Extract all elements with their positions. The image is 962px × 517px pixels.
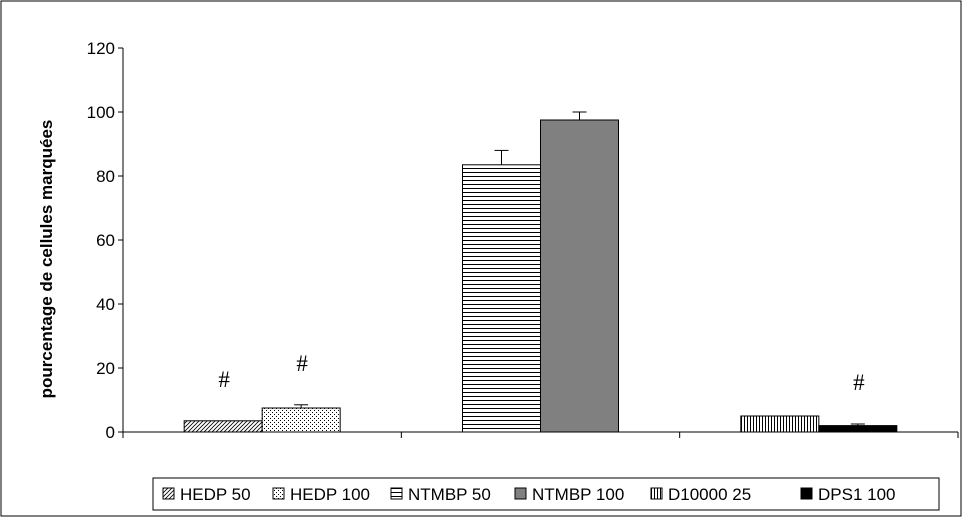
significance-marker: #: [296, 351, 308, 376]
significance-marker: #: [853, 370, 865, 395]
bar: [462, 164, 541, 433]
y-tick-label: 40: [96, 295, 115, 314]
legend: HEDP 50 HEDP 100 NTMBP 50 NTMBP 100 D10000 2…: [152, 477, 940, 511]
y-axis-label: pourcentage de cellules marquées: [37, 120, 56, 399]
y-tick-label: 60: [96, 231, 115, 250]
bars: # # #: [183, 111, 898, 433]
bar: [183, 420, 263, 433]
legend-swatch: [650, 487, 663, 500]
legend-label: DPS1 100: [818, 485, 896, 504]
legend-swatch: [800, 487, 813, 500]
bar: [261, 407, 341, 433]
bar: [540, 119, 619, 433]
legend-label: D10000 25: [668, 485, 751, 504]
bar: [740, 415, 820, 433]
y-tick-label: 80: [96, 167, 115, 186]
legend-label: HEDP 50: [180, 485, 251, 504]
legend-swatch: [272, 487, 285, 500]
y-tick-label: 0: [106, 423, 115, 442]
y-tick-label: 120: [87, 39, 115, 58]
legend-swatch: [390, 487, 403, 500]
legend-swatch: [162, 487, 175, 500]
y-tick-label: 100: [87, 103, 115, 122]
legend-label: NTMBP 100: [532, 485, 624, 504]
legend-label: NTMBP 50: [408, 485, 491, 504]
legend-label: HEDP 100: [290, 485, 370, 504]
y-tick-label: 20: [96, 359, 115, 378]
significance-marker: #: [218, 367, 230, 392]
legend-swatch: [514, 487, 527, 500]
bar: [818, 425, 898, 433]
